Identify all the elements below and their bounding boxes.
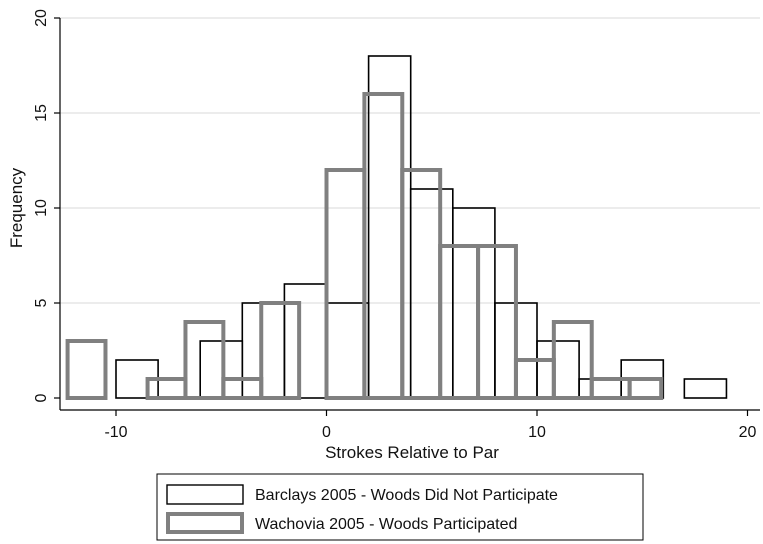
histogram-bar-s0-9 — [536, 340, 580, 399]
histogram-bar-s0-2 — [241, 302, 286, 399]
histogram-bar-s1-10 — [513, 358, 556, 400]
y-tick-label-20: 20 — [33, 9, 50, 27]
histogram-bar-s1-1 — [145, 377, 188, 400]
x-tick-label-10: 10 — [528, 424, 546, 441]
histogram-bar-s1-9 — [476, 244, 518, 400]
x-tick-label-20: 20 — [739, 424, 757, 441]
histogram-bar-s1-11 — [551, 320, 594, 400]
legend-label-wachovia: Wachovia 2005 - Woods Participated — [255, 516, 517, 533]
histogram-bar-s1-12 — [589, 377, 632, 400]
histogram-bar-s1-13 — [627, 377, 664, 400]
histogram-bar-s1-2 — [183, 320, 226, 400]
histogram-bar-s1-0 — [65, 339, 108, 400]
legend-swatch-wachovia — [166, 512, 244, 534]
legend: Barclays 2005 - Woods Did Not Participat… — [156, 473, 644, 541]
axes: 0 5 10 15 20 -10 0 10 20 — [33, 9, 760, 441]
x-tick-label-0: 0 — [322, 424, 331, 441]
legend-label-barclays: Barclays 2005 - Woods Did Not Participat… — [255, 487, 558, 504]
histogram-bar-s1-4 — [259, 301, 302, 400]
y-tick-label-5: 5 — [33, 298, 50, 307]
histogram-bar-s1-8 — [438, 244, 481, 400]
barclays-bars — [115, 55, 728, 399]
histogram-bar-s0-6 — [409, 188, 454, 399]
x-axis-label: Strokes Relative to Par — [325, 443, 499, 462]
y-tick-label-0: 0 — [33, 393, 50, 402]
wachovia-bars — [65, 92, 664, 400]
y-tick-label-15: 15 — [33, 104, 50, 122]
x-tick-label--10: -10 — [104, 424, 127, 441]
legend-swatch-barclays — [166, 484, 244, 505]
histogram-bar-s0-1 — [199, 340, 244, 399]
histogram-bar-s0-10 — [578, 378, 622, 399]
histogram-bar-s1-5 — [324, 168, 367, 400]
histogram-bar-s0-13 — [683, 378, 728, 399]
histogram-bar-s0-5 — [367, 55, 412, 399]
histogram-bar-s1-7 — [400, 168, 443, 400]
y-tick-label-10: 10 — [33, 199, 50, 217]
y-axis-label: Frequency — [7, 167, 26, 248]
histogram-bar-s0-4 — [325, 302, 370, 399]
histogram-bar-s1-6 — [362, 92, 405, 400]
